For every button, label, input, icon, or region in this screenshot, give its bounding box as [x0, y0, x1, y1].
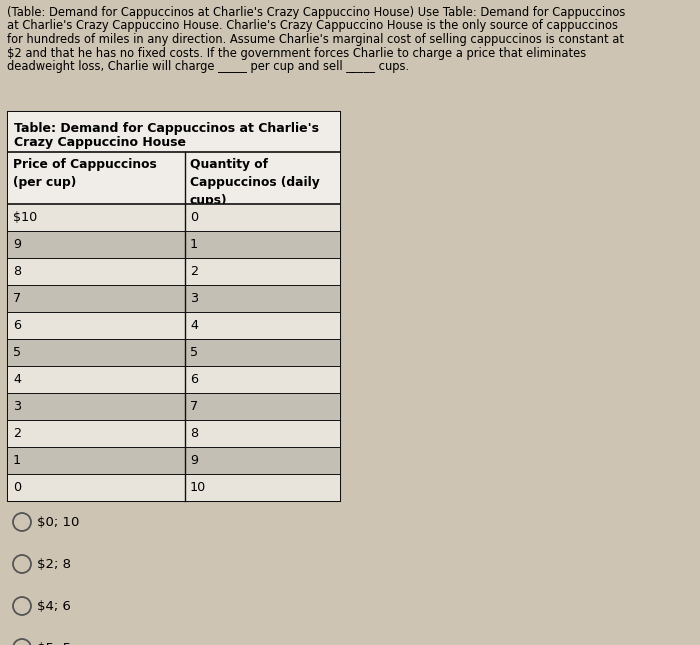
Text: at Charlie's Crazy Cappuccino House. Charlie's Crazy Cappuccino House is the onl: at Charlie's Crazy Cappuccino House. Cha…: [7, 19, 618, 32]
Text: 7: 7: [190, 400, 198, 413]
Bar: [8, 393, 340, 420]
Bar: [8, 339, 340, 366]
Bar: [8, 231, 340, 258]
Bar: [8, 447, 340, 474]
Text: 3: 3: [13, 400, 21, 413]
Text: $5; 5: $5; 5: [37, 642, 71, 645]
Text: $10: $10: [13, 211, 37, 224]
Bar: [8, 204, 340, 231]
Text: $4; 6: $4; 6: [37, 599, 71, 613]
Text: 1: 1: [13, 454, 21, 467]
Bar: [8, 474, 340, 501]
Text: 9: 9: [13, 238, 21, 251]
Text: 2: 2: [190, 265, 198, 278]
Text: 4: 4: [13, 373, 21, 386]
Text: 2: 2: [13, 427, 21, 440]
Text: $2 and that he has no fixed costs. If the government forces Charlie to charge a : $2 and that he has no fixed costs. If th…: [7, 46, 587, 59]
Text: 4: 4: [190, 319, 198, 332]
Text: 5: 5: [13, 346, 21, 359]
Text: 6: 6: [13, 319, 21, 332]
Text: 8: 8: [190, 427, 198, 440]
Circle shape: [13, 639, 31, 645]
Circle shape: [13, 513, 31, 531]
Text: 7: 7: [13, 292, 21, 305]
Bar: [8, 366, 340, 393]
Bar: [8, 420, 340, 447]
Text: 1: 1: [190, 238, 198, 251]
Text: 8: 8: [13, 265, 21, 278]
Circle shape: [13, 555, 31, 573]
Bar: [8, 112, 340, 152]
Text: (Table: Demand for Cappuccinos at Charlie's Crazy Cappuccino House) Use Table: D: (Table: Demand for Cappuccinos at Charli…: [7, 6, 625, 19]
Text: deadweight loss, Charlie will charge _____ per cup and sell _____ cups.: deadweight loss, Charlie will charge ___…: [7, 60, 409, 73]
Text: 3: 3: [190, 292, 198, 305]
Text: for hundreds of miles in any direction. Assume Charlie's marginal cost of sellin: for hundreds of miles in any direction. …: [7, 33, 624, 46]
Text: $0; 10: $0; 10: [37, 515, 79, 528]
Text: Crazy Cappuccino House: Crazy Cappuccino House: [14, 136, 186, 149]
Text: 10: 10: [190, 481, 206, 494]
Text: Table: Demand for Cappuccinos at Charlie's: Table: Demand for Cappuccinos at Charlie…: [14, 122, 319, 135]
Bar: [8, 285, 340, 312]
Text: $2; 8: $2; 8: [37, 557, 71, 570]
Text: 5: 5: [190, 346, 198, 359]
Text: 0: 0: [190, 211, 198, 224]
Bar: [8, 312, 340, 339]
Text: 9: 9: [190, 454, 198, 467]
Text: 6: 6: [190, 373, 198, 386]
Bar: [8, 152, 340, 204]
Text: Price of Cappuccinos
(per cup): Price of Cappuccinos (per cup): [13, 158, 157, 189]
Text: Quantity of
Cappuccinos (daily
cups): Quantity of Cappuccinos (daily cups): [190, 158, 320, 207]
Circle shape: [13, 597, 31, 615]
Bar: [8, 112, 340, 501]
Text: 0: 0: [13, 481, 21, 494]
Bar: [8, 258, 340, 285]
